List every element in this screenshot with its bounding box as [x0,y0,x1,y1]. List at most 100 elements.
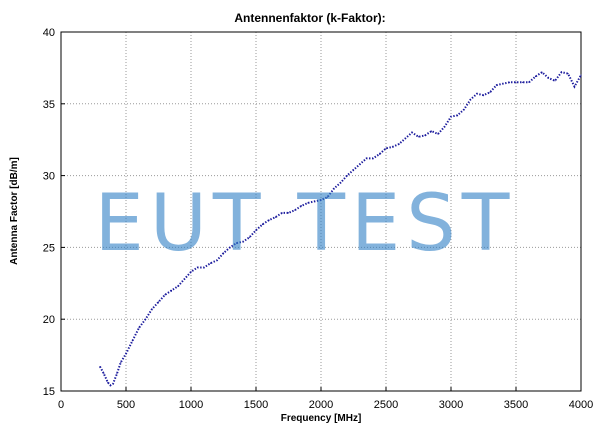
data-point [229,246,231,248]
data-point [502,83,504,85]
data-point [164,294,166,296]
x-tick-label: 3500 [504,399,528,411]
x-tick-label: 500 [117,399,135,411]
data-point [109,384,111,386]
x-tick-label: 2000 [309,399,333,411]
axis-ticks: 0 500 1000 1500 2000 2500 3000 3500 4000 15 20 25 30… [43,27,593,411]
data-point [144,318,147,320]
x-tick-label: 2500 [374,399,398,411]
chart-title: Antennenfaktor (k-Faktor): [234,11,385,25]
data-point [424,134,426,136]
y-tick-label: 25 [43,242,55,254]
x-tick-label: 0 [58,399,64,411]
data-point [495,84,498,86]
data-point [99,366,101,368]
data-point [294,209,296,211]
data-point [157,301,160,303]
data-point [365,157,368,159]
data-point [107,381,109,383]
data-point [120,361,122,363]
data-point [307,202,309,204]
data-point [235,242,238,244]
data-point [456,114,459,116]
data-point [183,278,186,280]
data-point [116,373,118,375]
data-point [281,212,283,214]
data-point [125,353,127,355]
data-point [274,216,277,218]
data-point [216,259,218,261]
x-tick-label: 4000 [569,399,593,411]
data-point [430,130,433,132]
data-point [222,252,225,254]
x-tick-label: 1500 [244,399,268,411]
data-point [541,71,543,73]
data-point [151,308,153,310]
data-point [437,133,439,135]
y-tick-label: 30 [43,171,55,183]
data-point [528,81,530,83]
data-point [326,196,329,198]
series-line [99,70,582,387]
data-point [482,94,485,96]
data-point [255,229,257,231]
x-tick-label: 1000 [179,399,203,411]
data-point [248,236,251,238]
data-point [508,81,511,83]
data-point [177,285,179,287]
data-point [554,80,556,82]
data-point [190,271,192,273]
data-point [417,136,420,138]
data-point [261,223,264,225]
data-point [170,289,173,292]
data-point [463,108,465,111]
data-point [203,266,205,269]
data-point [242,241,244,243]
x-axis-label: Frequency [MHz] [281,413,362,424]
data-point [515,81,517,83]
data-point [346,175,348,177]
data-point [378,153,381,155]
data-point [287,212,290,214]
data-point [534,75,537,78]
data-point [320,199,322,201]
data-point [489,91,491,93]
data-point [580,74,582,76]
data-point [196,266,199,269]
data-point [573,86,576,88]
data-point [404,137,407,139]
data-line [99,70,582,387]
data-point [476,93,478,95]
watermark: EUT TEST [95,179,516,269]
y-tick-label: 40 [43,27,55,39]
data-point [300,205,303,207]
data-point [443,126,446,128]
data-point [339,182,342,184]
data-point [372,157,374,159]
data-point [521,81,524,83]
data-point [391,146,394,148]
data-point [333,187,335,190]
data-point [352,169,355,171]
data-point [547,77,550,79]
data-point [131,340,134,342]
data-point [560,71,563,73]
data-point [359,163,361,165]
data-point [450,116,452,118]
data-point [398,143,400,145]
data-point [209,262,212,264]
x-tick-label: 3000 [439,399,463,411]
data-point [112,383,114,385]
data-point [268,219,270,221]
data-point [411,131,413,134]
y-axis-label: Antenna Factor [dB/m] [9,157,20,265]
data-point [567,73,569,75]
data-point [138,327,140,329]
data-point [313,200,316,202]
y-tick-label: 35 [43,99,55,111]
y-tick-label: 20 [43,314,55,326]
data-point [385,147,387,149]
data-point [103,373,105,375]
y-tick-label: 15 [43,386,55,398]
